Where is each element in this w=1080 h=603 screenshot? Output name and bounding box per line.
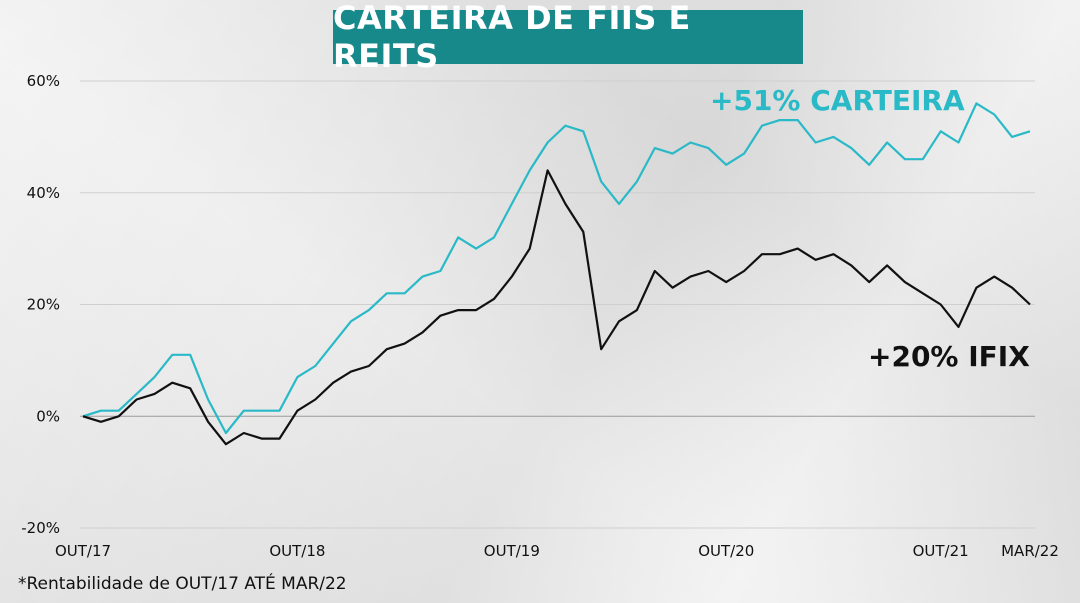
x-tick-label: OUT/20 <box>698 542 754 560</box>
y-tick-label: 0% <box>36 407 60 425</box>
x-tick-label: MAR/22 <box>1001 542 1059 560</box>
x-tick-label: OUT/19 <box>484 542 540 560</box>
annotation-carteira: +51% CARTEIRA <box>710 84 965 117</box>
y-tick-label: -20% <box>21 519 60 537</box>
annotation-ifix: +20% IFIX <box>868 340 1030 373</box>
y-tick-labels: 60% 40% 20% 0% -20% <box>21 72 60 537</box>
series-line-ifix <box>82 169 1031 446</box>
x-tick-label: OUT/17 <box>55 542 111 560</box>
series-line-carteira <box>82 102 1031 435</box>
series-lines <box>82 102 1031 446</box>
x-tick-labels: OUT/17 OUT/18 OUT/19 OUT/20 OUT/21 MAR/22 <box>55 542 1059 560</box>
footnote: *Rentabilidade de OUT/17 ATÉ MAR/22 <box>18 574 347 594</box>
y-tick-label: 60% <box>27 72 60 90</box>
x-tick-label: OUT/21 <box>913 542 969 560</box>
x-tick-label: OUT/18 <box>269 542 325 560</box>
series-annotations: +51% CARTEIRA +20% IFIX <box>710 84 1030 373</box>
y-tick-label: 40% <box>27 184 60 202</box>
y-tick-label: 20% <box>27 296 60 314</box>
